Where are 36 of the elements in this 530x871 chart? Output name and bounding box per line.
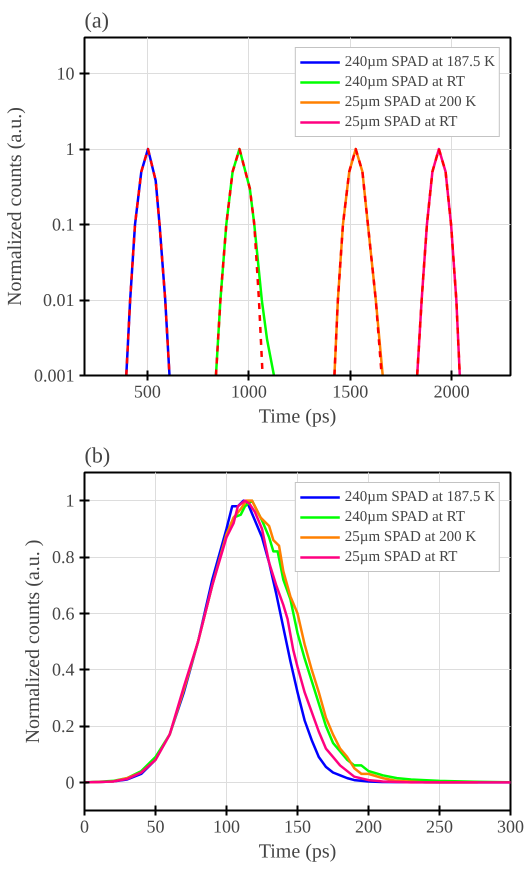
legend-label: 25µm SPAD at 200 K bbox=[344, 94, 476, 110]
y-tick-label: 0.8 bbox=[52, 547, 74, 567]
x-tick-label: 250 bbox=[426, 816, 453, 836]
legend-label: 240µm SPAD at 187.5 K bbox=[344, 488, 495, 506]
y-tick-label: 10 bbox=[56, 64, 74, 84]
chart-title: (a) bbox=[84, 8, 109, 32]
y-axis-title: Normalized counts (a.u.) bbox=[4, 107, 26, 306]
y-tick-label: 1 bbox=[66, 139, 74, 160]
x-tick-label: 150 bbox=[284, 816, 311, 836]
x-tick-label: 200 bbox=[355, 816, 382, 836]
y-axis-title: Normalized counts (a.u. ) bbox=[22, 540, 44, 744]
legend-label: 25µm SPAD at RT bbox=[344, 548, 458, 566]
x-tick-label: 100 bbox=[213, 816, 240, 836]
x-tick-label: 500 bbox=[134, 382, 161, 402]
y-tick-label: 0.01 bbox=[43, 290, 74, 310]
legend-label: 25µm SPAD at 200 K bbox=[344, 528, 476, 546]
x-tick-label: 1500 bbox=[332, 382, 368, 402]
y-tick-label: 0.001 bbox=[34, 366, 74, 386]
legend-label: 240µm SPAD at RT bbox=[344, 508, 465, 526]
x-tick-label: 2000 bbox=[434, 382, 470, 402]
y-tick-label: 0.2 bbox=[52, 716, 74, 736]
y-tick-label: 0.4 bbox=[52, 660, 74, 680]
legend-label: 25µm SPAD at RT bbox=[344, 114, 458, 130]
x-axis-title: Time (ps) bbox=[258, 840, 336, 862]
x-tick-label: 1000 bbox=[230, 382, 267, 402]
x-tick-label: 0 bbox=[80, 816, 89, 836]
x-tick-label: 300 bbox=[497, 816, 524, 836]
legend-label: 240µm SPAD at 187.5 K bbox=[344, 54, 495, 70]
y-tick-label: 0.6 bbox=[52, 603, 74, 624]
x-axis-title: Time (ps) bbox=[258, 406, 336, 428]
legend-label: 240µm SPAD at RT bbox=[344, 74, 465, 90]
x-tick-label: 50 bbox=[146, 816, 164, 836]
y-tick-label: 0 bbox=[66, 772, 74, 792]
y-tick-label: 1 bbox=[66, 490, 74, 511]
chart-title: (b) bbox=[84, 442, 110, 468]
y-tick-label: 0.1 bbox=[52, 214, 74, 235]
